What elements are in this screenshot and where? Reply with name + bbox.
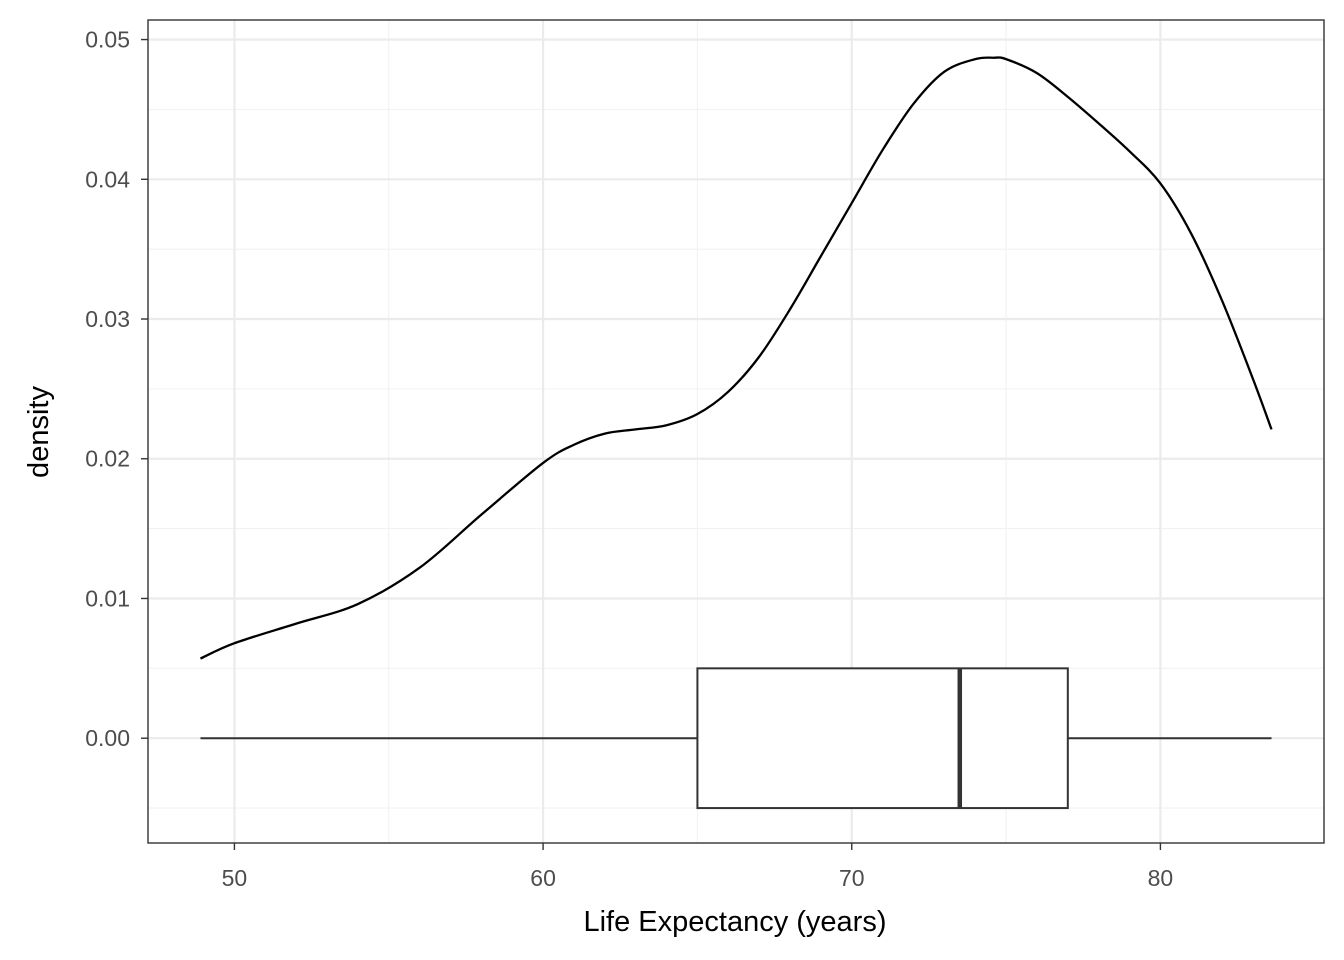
boxplot-box — [696, 667, 1069, 810]
y-tick-label: 0.01 — [85, 585, 130, 611]
density-curve — [199, 56, 1273, 660]
y-axis-title: density — [23, 386, 55, 478]
x-axis: 50 60 70 80 — [222, 843, 1174, 891]
y-tick-label: 0.03 — [85, 306, 130, 332]
x-tick-label: 50 — [222, 865, 248, 891]
y-tick-label: 0.02 — [85, 446, 130, 472]
x-tick-label: 70 — [839, 865, 865, 891]
y-tick-label: 0.00 — [85, 725, 130, 751]
y-tick-label: 0.04 — [85, 166, 130, 192]
x-tick-label: 60 — [530, 865, 556, 891]
boxplot — [200, 667, 1272, 810]
panel-border — [147, 19, 1325, 844]
x-axis-title: Life Expectancy (years) — [583, 906, 886, 938]
y-axis: 0.00 0.01 0.02 0.03 0.04 0.05 — [85, 27, 148, 751]
density-curve-group — [199, 56, 1273, 660]
x-tick-label: 80 — [1148, 865, 1174, 891]
y-tick-label: 0.05 — [85, 27, 130, 53]
